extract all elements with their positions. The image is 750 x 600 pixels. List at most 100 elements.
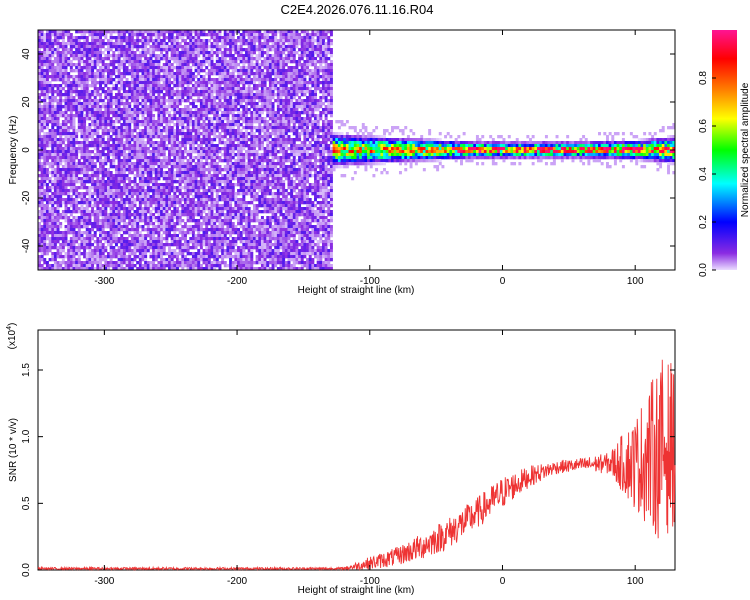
heatmap-cell	[56, 255, 60, 259]
heatmap-cell	[157, 213, 161, 217]
heatmap-cell	[40, 90, 44, 94]
heatmap-cell	[199, 111, 203, 115]
heatmap-cell	[85, 165, 89, 169]
heatmap-cell	[160, 57, 164, 61]
heatmap-cell	[176, 210, 179, 214]
heatmap-cell	[38, 78, 41, 82]
heatmap-cell	[141, 246, 145, 250]
heatmap-cell	[125, 141, 129, 145]
heatmap-cell	[53, 252, 57, 256]
heatmap-cell	[122, 132, 126, 136]
heatmap-cell	[75, 69, 79, 73]
heatmap-cell	[210, 66, 214, 70]
heatmap-cell	[125, 189, 129, 193]
heatmap-cell	[173, 144, 177, 148]
heatmap-cell	[218, 141, 222, 145]
heatmap-cell	[80, 216, 84, 220]
heatmap-cell	[130, 267, 134, 271]
heatmap-cell	[133, 174, 137, 178]
heatmap-cell	[59, 198, 63, 202]
heatmap-cell	[176, 243, 179, 247]
heatmap-cell	[77, 243, 81, 247]
heatmap-cell	[157, 78, 161, 82]
heatmap-cell	[104, 57, 108, 61]
heatmap-cell	[191, 219, 195, 223]
heatmap-cell	[61, 57, 65, 61]
heatmap-cell	[152, 201, 156, 205]
heatmap-cell	[88, 159, 92, 163]
heatmap-cell	[91, 159, 95, 163]
heatmap-cell	[53, 144, 57, 148]
heatmap-cell	[138, 186, 142, 190]
heatmap-cell	[125, 42, 129, 46]
heatmap-cell	[178, 36, 182, 40]
heatmap-cell	[48, 138, 52, 142]
heatmap-cell	[77, 48, 81, 52]
heatmap-cell	[178, 51, 182, 55]
heatmap-cell	[133, 30, 137, 34]
heatmap-cell	[122, 96, 126, 100]
heatmap-cell	[213, 159, 217, 163]
heatmap-cell	[162, 258, 166, 262]
heatmap-cell	[99, 186, 102, 190]
heatmap-cell	[165, 201, 169, 205]
heatmap-cell	[205, 51, 209, 55]
heatmap-cell	[205, 96, 209, 100]
heatmap-cell	[170, 33, 174, 37]
heatmap-cell	[162, 48, 166, 52]
heatmap-cell	[93, 72, 97, 76]
heatmap-cell	[215, 234, 219, 238]
heatmap-cell	[162, 93, 166, 97]
heatmap-cell	[146, 33, 150, 37]
heatmap-cell	[59, 45, 63, 49]
heatmap-cell	[136, 144, 140, 148]
heatmap-cell	[40, 237, 44, 241]
heatmap-cell	[141, 252, 145, 256]
heatmap-cell	[83, 129, 87, 133]
heatmap-cell	[40, 147, 44, 151]
heatmap-cell	[157, 189, 161, 193]
heatmap-cell	[165, 252, 169, 256]
heatmap-cell	[136, 249, 140, 253]
heatmap-cell	[56, 213, 60, 217]
heatmap-cell	[202, 138, 206, 142]
heatmap-cell	[152, 156, 156, 160]
heatmap-cell	[199, 51, 203, 55]
heatmap-cell	[128, 168, 132, 172]
heatmap-cell	[205, 159, 209, 163]
heatmap-cell	[91, 222, 95, 226]
heatmap-cell	[38, 243, 41, 247]
heatmap-cell	[69, 42, 73, 46]
heatmap-cell	[205, 66, 209, 70]
heatmap-cell	[107, 108, 110, 112]
heatmap-cell	[189, 267, 193, 271]
heatmap-cell	[138, 144, 142, 148]
heatmap-cell	[133, 141, 137, 145]
heatmap-cell	[199, 207, 203, 211]
heatmap-cell	[117, 174, 121, 178]
heatmap-cell	[191, 54, 195, 58]
heatmap-cell	[48, 39, 52, 43]
heatmap-cell	[38, 105, 41, 109]
heatmap-cell	[191, 60, 195, 64]
heatmap-cell	[93, 255, 97, 259]
heatmap-cell	[43, 204, 47, 208]
heatmap-cell	[56, 237, 60, 241]
heatmap-cell	[48, 249, 52, 253]
heatmap-cell	[72, 108, 76, 112]
heatmap-cell	[130, 45, 134, 49]
heatmap-cell	[107, 174, 110, 178]
heatmap-cell	[64, 102, 68, 106]
heatmap-cell	[186, 114, 190, 118]
heatmap-cell	[122, 114, 126, 118]
heatmap-cell	[53, 228, 57, 232]
heatmap-cell	[101, 213, 105, 217]
heatmap-cell	[125, 174, 129, 178]
heatmap-cell	[146, 108, 150, 112]
heatmap-cell	[64, 210, 68, 214]
heatmap-cell	[93, 48, 97, 52]
heatmap-cell	[96, 48, 100, 52]
heatmap-cell	[149, 231, 153, 235]
heatmap-cell	[101, 195, 105, 199]
heatmap-cell	[168, 36, 171, 40]
